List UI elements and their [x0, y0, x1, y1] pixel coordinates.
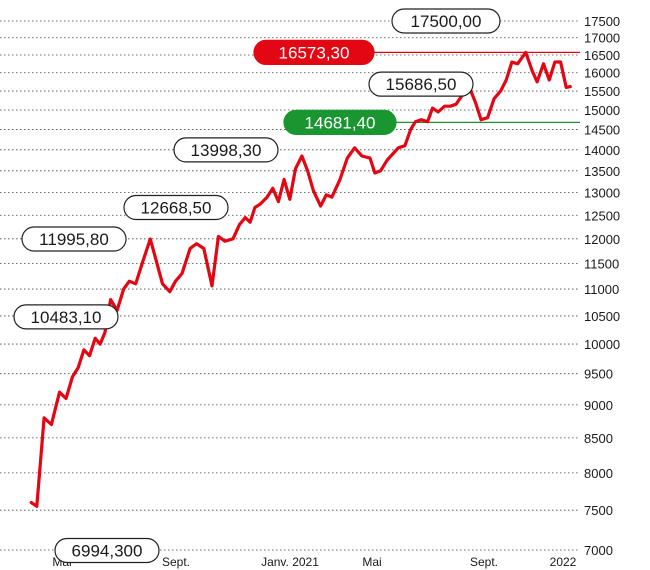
value-annotation: 14681,40	[283, 109, 397, 135]
annotation-pill	[253, 39, 375, 66]
annotation-pill	[368, 71, 474, 97]
y-tick-label: 13000	[584, 186, 620, 201]
series-layer	[29, 50, 572, 508]
y-tick-label: 12500	[584, 208, 620, 223]
y-tick-labels: 7000 7500 8000 8500 9000 9500 10000 10500 11000 1…	[584, 14, 620, 558]
y-tick-label: 10500	[584, 309, 620, 324]
annotation-pill	[123, 194, 229, 221]
value-annotation: 16573,30	[253, 39, 375, 66]
annotation-label: 10483,10	[31, 308, 102, 327]
annotation-pill	[54, 537, 160, 564]
series-line	[29, 50, 572, 508]
y-tick-label: 12000	[584, 232, 620, 247]
y-tick-label: 10000	[584, 337, 620, 352]
y-tick-label: 14500	[584, 123, 620, 138]
annotation-label: 6994,300	[72, 541, 143, 560]
value-annotations: 17500,00 16573,30 15686,50 14681,40 13998,30…	[13, 8, 501, 564]
value-annotation: 13998,30	[173, 137, 279, 163]
annotation-pill	[13, 304, 119, 330]
value-annotation: 6994,300	[54, 537, 160, 564]
y-tick-label: 13500	[584, 164, 620, 179]
annotation-label: 16573,30	[279, 43, 350, 62]
annotation-label: 11995,80	[39, 230, 109, 249]
value-annotation: 10483,10	[13, 304, 119, 330]
value-annotation: 11995,80	[21, 226, 127, 252]
annotation-pill	[391, 8, 501, 34]
y-tick-label: 8000	[584, 466, 613, 481]
y-tick-label: 17500	[584, 14, 620, 29]
annotation-pill	[21, 226, 127, 252]
annotation-label: 13998,30	[191, 141, 262, 160]
y-tick-label: 16000	[584, 66, 620, 81]
y-tick-label: 15000	[584, 103, 620, 118]
y-tick-label: 14000	[584, 143, 620, 158]
y-tick-label: 7000	[584, 543, 613, 558]
value-annotation: 15686,50	[368, 71, 474, 97]
annotation-pill	[173, 137, 279, 163]
annotation-pill	[283, 109, 397, 135]
x-tick-label: Sept.	[162, 555, 190, 569]
x-tick-label: Mai	[362, 555, 381, 569]
y-tick-label: 11500	[584, 256, 619, 271]
x-tick-label: 2022	[550, 555, 577, 569]
y-tick-label: 11000	[584, 282, 619, 297]
y-tick-label: 7500	[584, 503, 613, 518]
y-tick-label: 9000	[584, 398, 613, 413]
annotation-label: 12668,50	[141, 199, 212, 218]
annotation-label: 14681,40	[305, 113, 376, 132]
x-tick-label: Janv. 2021	[261, 555, 319, 569]
x-tick-label: Sept.	[470, 555, 498, 569]
annotation-label: 17500,00	[411, 12, 482, 31]
value-annotation: 17500,00	[391, 8, 501, 34]
annotation-label: 15686,50	[386, 75, 457, 94]
y-tick-label: 8500	[584, 431, 613, 446]
y-tick-label: 17000	[584, 31, 620, 46]
value-annotation: 12668,50	[123, 194, 229, 221]
y-tick-label: 16500	[584, 48, 620, 63]
y-tick-label: 9500	[584, 367, 613, 382]
y-tick-label: 15500	[584, 84, 620, 99]
